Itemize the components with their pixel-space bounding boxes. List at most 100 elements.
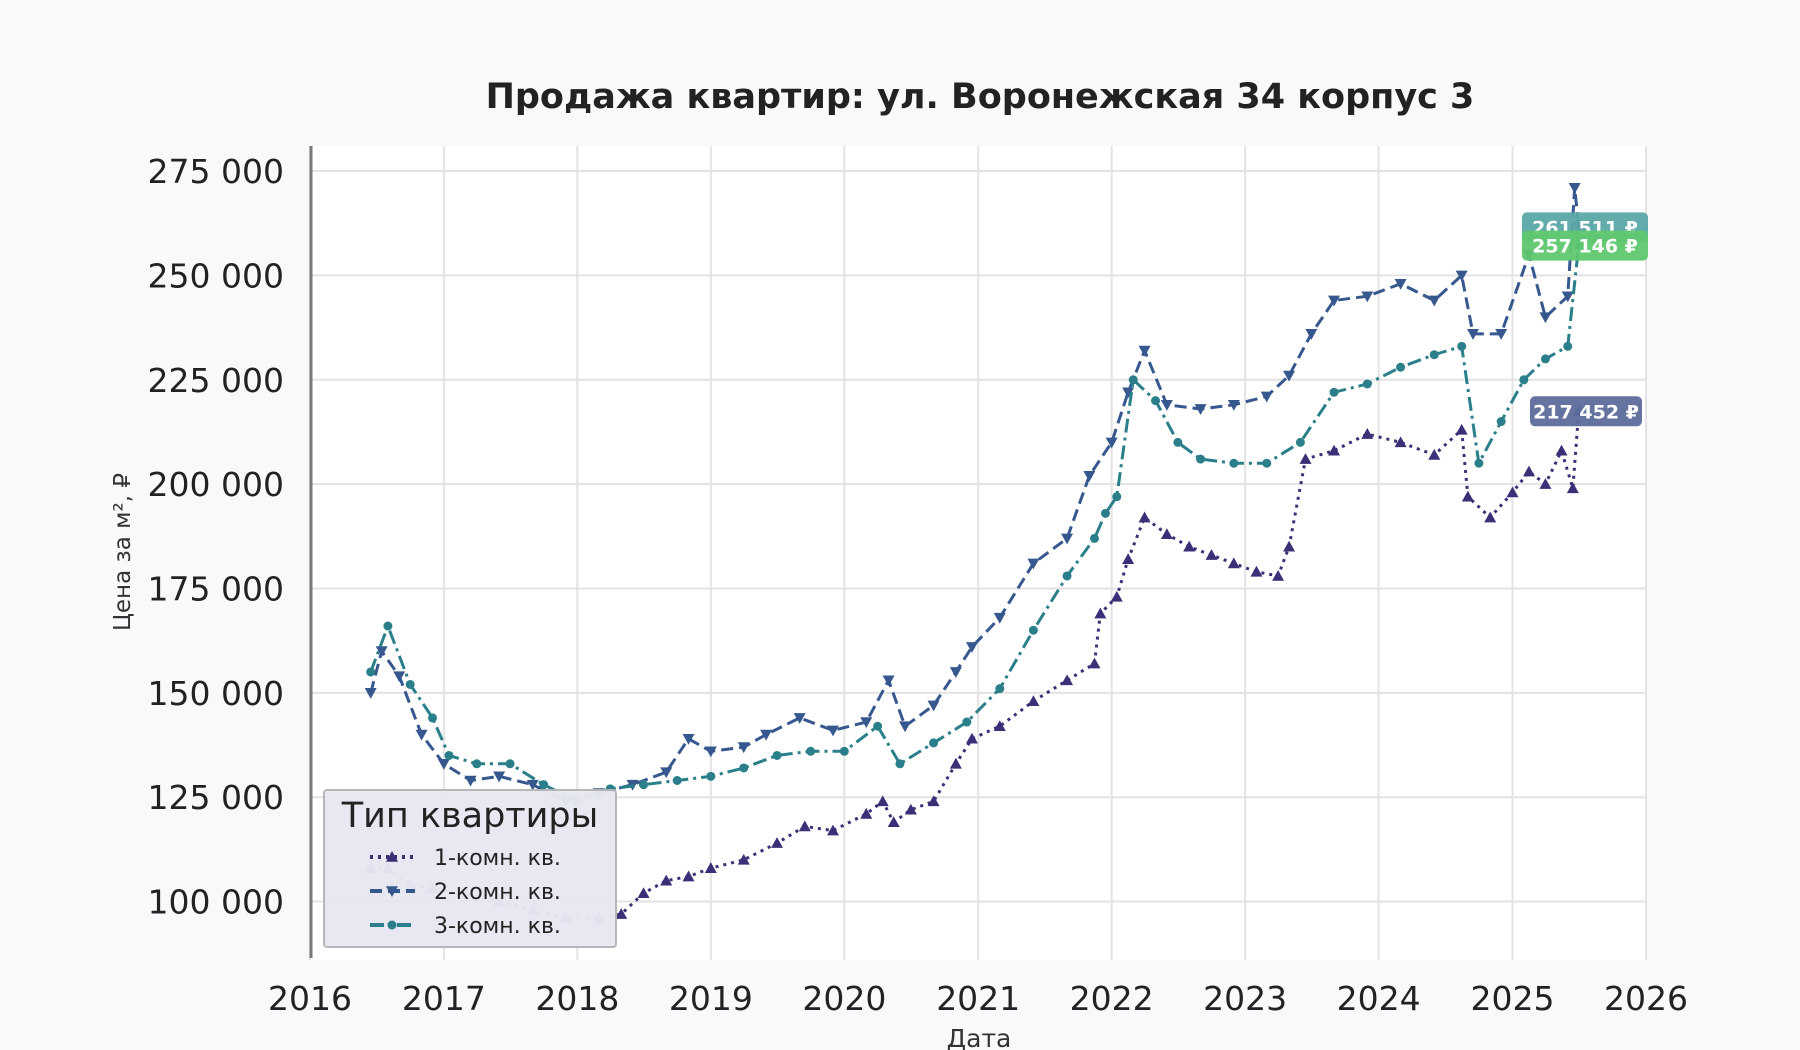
data-point (415, 729, 428, 741)
data-point (1484, 511, 1497, 523)
data-point (1173, 437, 1183, 447)
data-point (806, 746, 816, 756)
data-point (927, 795, 940, 807)
data-point (1361, 428, 1374, 439)
data-point (1160, 400, 1173, 411)
data-point (1299, 453, 1312, 464)
data-point (1283, 370, 1296, 382)
y-tick-label: 225 000 (148, 361, 284, 400)
data-point (366, 667, 376, 677)
data-point (444, 750, 454, 760)
data-point (1455, 423, 1468, 435)
data-point (1539, 478, 1552, 489)
end-labels: 261 511 ₽257 146 ₽217 452 ₽ (1522, 212, 1648, 427)
data-point (873, 721, 883, 731)
data-point (899, 721, 912, 733)
x-tick-label: 2023 (1203, 979, 1287, 1018)
x-tick-label: 2026 (1604, 979, 1688, 1018)
data-point (798, 820, 811, 832)
x-tick-label: 2020 (802, 979, 886, 1018)
legend-marker (386, 851, 398, 862)
legend-title: Тип квартиры (341, 796, 599, 836)
x-tick-label: 2025 (1471, 979, 1555, 1018)
data-point (1540, 354, 1550, 364)
data-point (1563, 341, 1573, 351)
data-point (637, 887, 650, 899)
data-point (1295, 437, 1305, 447)
data-point (405, 679, 415, 689)
x-tick-label: 2021 (936, 979, 1020, 1018)
data-point (1094, 607, 1107, 619)
data-point (1394, 436, 1407, 448)
data-point (639, 780, 649, 790)
data-point (493, 771, 506, 783)
x-tick-labels: 2016 2017 2018 2019 2020 2021 2022 2023 2024 2025… (268, 979, 1688, 1018)
data-point (793, 713, 806, 724)
data-point (1328, 295, 1341, 307)
data-point (1089, 533, 1099, 543)
data-point (393, 671, 406, 683)
data-point (1138, 345, 1151, 357)
data-point (539, 780, 549, 790)
data-point (1061, 674, 1074, 686)
y-tick-label: 125 000 (148, 778, 284, 817)
data-point (1122, 553, 1135, 565)
data-point (826, 824, 839, 836)
legend: Тип квартиры 1-комн. кв. 2-комн. кв. 3-комн… (323, 789, 617, 948)
data-point (876, 795, 889, 807)
y-axis-label: Цена за м², ₽ (110, 473, 136, 631)
data-point (895, 759, 905, 769)
data-point (737, 853, 750, 865)
data-point (1555, 444, 1568, 456)
data-point (1138, 511, 1151, 523)
data-point (949, 667, 962, 678)
data-point (1105, 437, 1118, 449)
data-point (1455, 270, 1468, 282)
data-point (1396, 362, 1406, 372)
data-point (737, 742, 750, 754)
legend-marker (387, 920, 397, 930)
data-point (1328, 444, 1341, 456)
data-point (1474, 458, 1484, 468)
data-point (965, 732, 978, 744)
data-point (364, 688, 377, 699)
data-point (860, 807, 873, 819)
y-tick-label: 250 000 (148, 256, 284, 295)
data-point (1496, 417, 1506, 427)
data-point (660, 767, 673, 779)
data-point (887, 816, 900, 828)
data-point (1283, 540, 1296, 552)
data-point (927, 700, 940, 712)
data-point (1506, 486, 1519, 498)
data-point (1227, 557, 1240, 569)
data-point (1227, 400, 1240, 411)
data-point (1394, 278, 1407, 290)
x-tick-label: 2017 (402, 979, 486, 1018)
data-point (1272, 569, 1285, 581)
legend-item: 2-комн. кв. (370, 880, 561, 905)
data-point (1566, 482, 1579, 494)
data-point (993, 612, 1006, 624)
data-point (428, 713, 438, 723)
end-label: 257 146 ₽ (1532, 236, 1638, 258)
data-point (1183, 540, 1196, 552)
data-point (1561, 291, 1574, 303)
data-point (375, 646, 388, 658)
data-point (860, 717, 873, 729)
data-point (437, 759, 450, 770)
data-point (995, 684, 1005, 694)
x-axis-label: Дата (947, 1024, 1012, 1050)
grid (309, 146, 1647, 960)
data-point (1028, 625, 1038, 635)
legend-label: 1-комн. кв. (434, 846, 561, 871)
legend-item: 1-комн. кв. (370, 846, 561, 871)
x-tick-label: 2018 (535, 979, 619, 1018)
data-point (1539, 312, 1552, 324)
data-point (904, 803, 917, 815)
data-point (1461, 490, 1474, 502)
x-tick-label: 2022 (1070, 979, 1154, 1018)
data-point (929, 738, 939, 748)
data-point (1457, 341, 1467, 351)
